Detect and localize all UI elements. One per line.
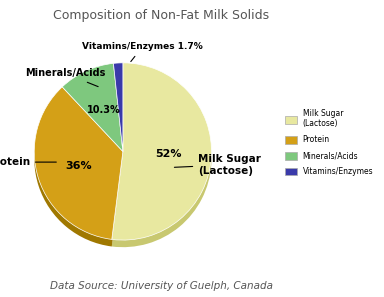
Wedge shape xyxy=(112,63,212,240)
Wedge shape xyxy=(113,70,123,159)
Text: Minerals/Acids: Minerals/Acids xyxy=(25,69,106,87)
Wedge shape xyxy=(34,87,123,239)
Text: 52%: 52% xyxy=(156,149,182,159)
Text: Milk Sugar
(Lactose): Milk Sugar (Lactose) xyxy=(174,154,261,176)
Text: Protein: Protein xyxy=(0,157,56,167)
Text: 36%: 36% xyxy=(66,161,93,171)
Wedge shape xyxy=(34,94,123,247)
Text: 10.3%: 10.3% xyxy=(87,105,121,115)
Wedge shape xyxy=(112,70,212,247)
Wedge shape xyxy=(62,63,123,151)
Legend: Milk Sugar
(Lactose), Protein, Minerals/Acids, Vitamins/Enzymes: Milk Sugar (Lactose), Protein, Minerals/… xyxy=(282,106,376,179)
Wedge shape xyxy=(113,63,123,151)
Wedge shape xyxy=(62,70,123,159)
Text: Vitamins/Enzymes 1.7%: Vitamins/Enzymes 1.7% xyxy=(82,42,203,61)
Text: Data Source: University of Guelph, Canada: Data Source: University of Guelph, Canad… xyxy=(50,281,273,291)
Text: Composition of Non-Fat Milk Solids: Composition of Non-Fat Milk Solids xyxy=(53,9,269,22)
